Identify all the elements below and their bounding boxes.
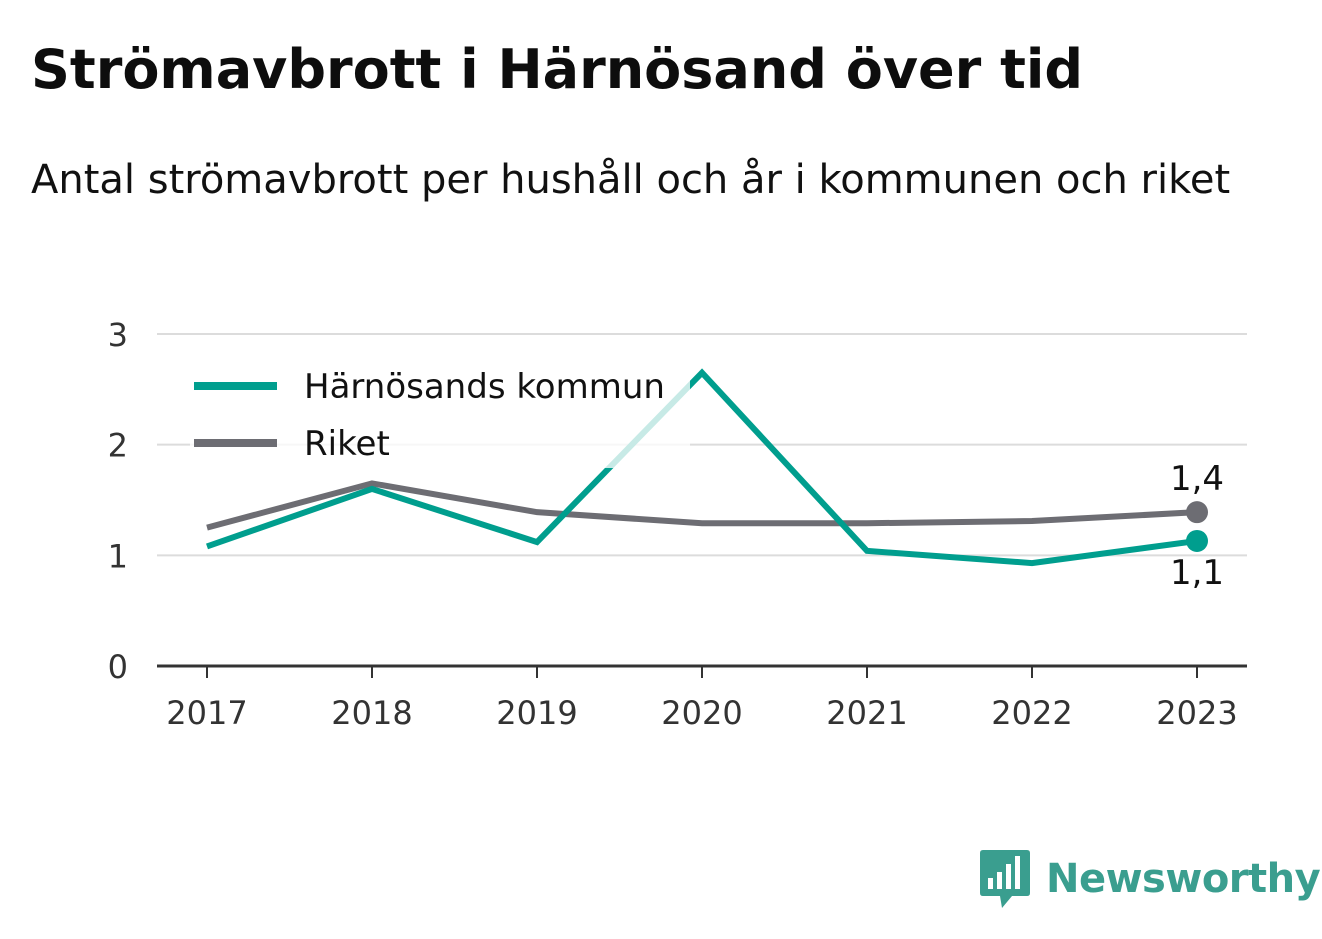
newsworthy-logo: Newsworthy <box>980 850 1321 908</box>
chart-title: Strömavbrott i Härnösand över tid <box>31 38 1084 101</box>
legend: Härnösands kommun Riket <box>190 358 690 468</box>
end-point <box>1186 501 1208 524</box>
x-tick-label: 2018 <box>331 694 412 732</box>
data-label: 1,4 <box>1170 459 1224 499</box>
bar-chart-speech-bubble-icon <box>980 850 1030 908</box>
data-label: 1,1 <box>1170 553 1224 593</box>
y-tick-label: 2 <box>108 427 128 465</box>
x-tick-label: 2017 <box>166 694 247 732</box>
y-tick-label: 3 <box>108 316 128 354</box>
chart-subtitle: Antal strömavbrott per hushåll och år i … <box>31 157 1231 203</box>
x-tick-label: 2022 <box>991 694 1072 732</box>
end-point <box>1186 529 1208 552</box>
x-tick-label: 2019 <box>496 694 577 732</box>
series-line <box>206 480 1198 531</box>
legend-label: Riket <box>304 424 390 464</box>
legend-label: Härnösands kommun <box>304 367 665 407</box>
legend-background <box>190 358 690 468</box>
series-line <box>206 368 1198 567</box>
x-tick-label: 2020 <box>661 694 742 732</box>
y-tick-label: 0 <box>108 648 128 686</box>
x-tick-label: 2023 <box>1156 694 1237 732</box>
y-tick-label: 1 <box>108 537 128 575</box>
x-tick-label: 2021 <box>826 694 907 732</box>
brand-name: Newsworthy <box>1046 856 1321 902</box>
